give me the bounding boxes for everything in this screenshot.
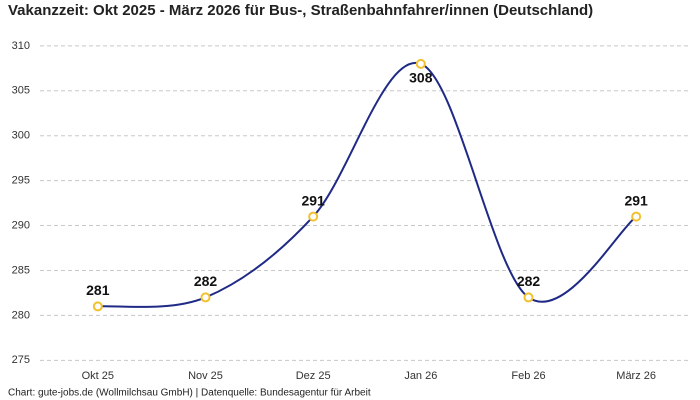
marker xyxy=(415,58,426,69)
x-tick-label: März 26 xyxy=(616,370,656,382)
line xyxy=(97,61,637,308)
value-label: 281 xyxy=(86,282,110,298)
x-tick-label: Nov 25 xyxy=(188,370,223,382)
marker xyxy=(523,292,534,303)
x-tick-label: Dez 25 xyxy=(296,370,331,382)
marker xyxy=(308,211,319,222)
marker xyxy=(631,211,642,222)
x-tick-label: Feb 26 xyxy=(511,370,545,382)
y-tick-label: 305 xyxy=(12,85,30,97)
y-tick-label: 280 xyxy=(12,309,30,321)
value-label: 282 xyxy=(194,273,218,289)
y-tick-label: 310 xyxy=(12,40,30,52)
marker xyxy=(92,301,103,312)
value-label: 282 xyxy=(517,273,541,289)
y-tick-label: 285 xyxy=(12,264,30,276)
y-tick-label: 275 xyxy=(12,354,30,366)
value-label: 291 xyxy=(624,192,648,208)
chart-title: Vakanzzeit: Okt 2025 - März 2026 für Bus… xyxy=(8,2,593,19)
marker xyxy=(200,292,211,303)
footer: Chart: gute-jobs.de (Wollmilchsau GmbH) … xyxy=(8,388,371,399)
value-label: 291 xyxy=(301,192,325,208)
y-tick-label: 290 xyxy=(12,219,30,231)
value-label: 308 xyxy=(409,70,433,86)
y-tick-label: 300 xyxy=(12,130,30,142)
x-tick-label: Jan 26 xyxy=(404,370,437,382)
y-tick-label: 295 xyxy=(12,175,30,187)
x-tick-label: Okt 25 xyxy=(82,370,114,382)
